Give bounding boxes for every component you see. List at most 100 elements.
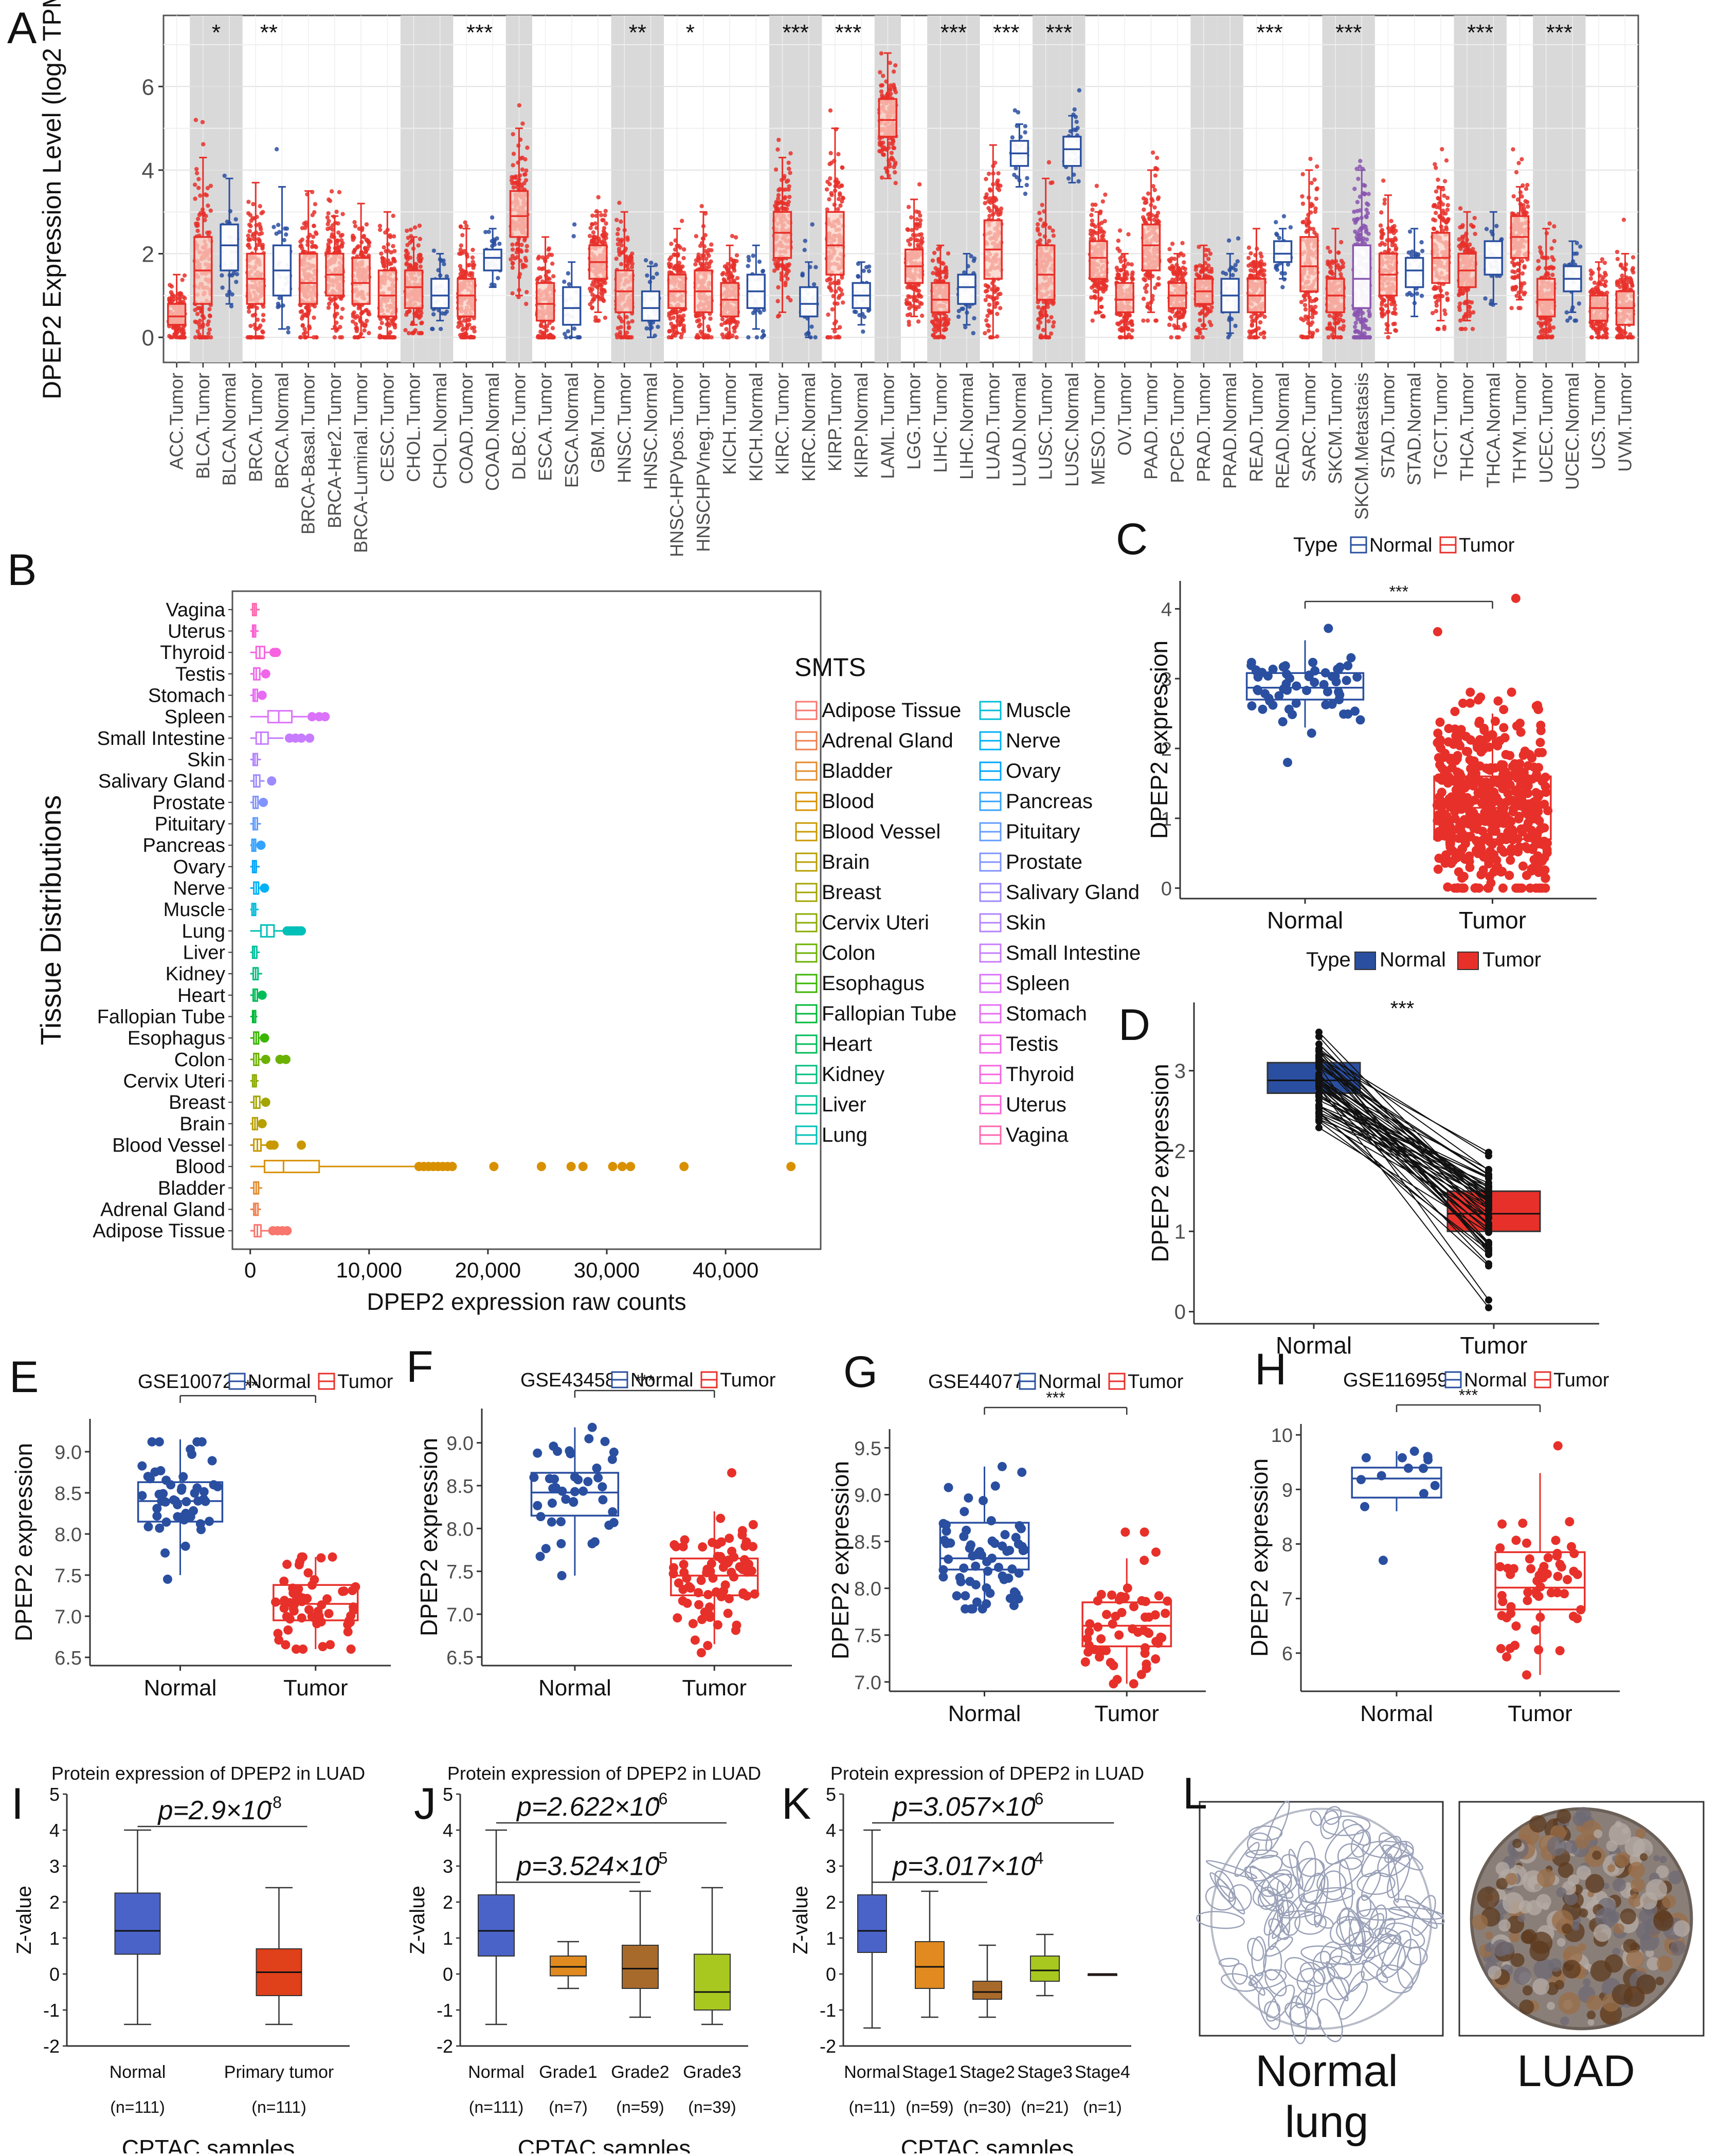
- data-point: [747, 258, 751, 262]
- data-point: [577, 335, 582, 339]
- data-point: [312, 316, 316, 320]
- data-point: [1182, 309, 1186, 313]
- data-point: [456, 324, 460, 328]
- data-point: [351, 233, 355, 237]
- data-point: [761, 329, 765, 333]
- data-point: [327, 197, 331, 202]
- data-point: [339, 234, 343, 238]
- data-point: [233, 217, 238, 221]
- data-point: [382, 245, 386, 249]
- significance-label: *: [686, 20, 695, 45]
- data-point: [392, 335, 396, 339]
- data-point: [994, 207, 999, 211]
- data-point: [841, 300, 845, 304]
- data-point: [881, 140, 885, 144]
- data-point: [1180, 241, 1184, 245]
- data-point: [704, 261, 709, 265]
- data-point: [167, 297, 171, 301]
- data-point: [1038, 217, 1042, 222]
- data-point: [313, 304, 317, 308]
- data-point: [207, 230, 211, 234]
- data-point: [220, 273, 224, 278]
- data-point: [1047, 160, 1051, 165]
- data-point: [441, 259, 445, 263]
- data-point: [1141, 318, 1145, 322]
- data-point: [893, 160, 897, 165]
- data-point: [603, 316, 607, 320]
- data-point: [746, 335, 750, 339]
- data-point: [867, 264, 871, 268]
- data-point: [250, 216, 255, 220]
- data-point: [286, 330, 290, 334]
- data-point: [1077, 88, 1081, 93]
- data-point: [1145, 275, 1149, 279]
- data-point: [588, 234, 592, 238]
- data-point: [538, 275, 542, 279]
- data-point: [220, 285, 224, 289]
- data-point: [327, 238, 331, 242]
- data-point: [698, 322, 702, 326]
- data-point: [1115, 266, 1119, 270]
- data-point: [327, 302, 331, 306]
- data-point: [600, 233, 604, 237]
- data-point: [274, 231, 278, 235]
- data-point: [392, 234, 396, 239]
- data-point: [257, 232, 261, 236]
- data-point: [960, 307, 964, 311]
- data-point: [196, 217, 200, 221]
- data-point: [651, 276, 655, 280]
- data-point: [904, 301, 909, 305]
- data-point: [337, 249, 341, 253]
- data-point: [469, 335, 474, 339]
- data-point: [1025, 183, 1029, 187]
- box: [405, 270, 423, 308]
- data-point: [512, 175, 516, 179]
- data-point: [614, 257, 618, 261]
- data-point: [997, 293, 1001, 297]
- data-point: [445, 309, 449, 314]
- data-point: [183, 273, 187, 278]
- data-point: [836, 281, 840, 285]
- data-point: [277, 304, 281, 308]
- data-point: [987, 308, 991, 313]
- data-point: [918, 218, 922, 222]
- data-point: [540, 331, 545, 335]
- data-point: [776, 314, 780, 318]
- data-point: [667, 335, 671, 339]
- data-point: [619, 220, 623, 224]
- data-point: [669, 242, 673, 246]
- data-point: [1047, 226, 1052, 230]
- data-point: [539, 324, 543, 328]
- data-point: [511, 163, 515, 167]
- data-point: [209, 209, 213, 213]
- x-tick-label: LIHC.Normal: [956, 373, 977, 480]
- data-point: [667, 314, 671, 318]
- significance-label: **: [629, 20, 646, 45]
- data-point: [511, 247, 515, 251]
- data-point: [917, 289, 921, 293]
- data-point: [458, 320, 462, 324]
- data-point: [1130, 270, 1134, 275]
- data-point: [1153, 173, 1157, 177]
- data-point: [201, 120, 205, 124]
- data-point: [761, 269, 765, 273]
- data-point: [231, 271, 236, 276]
- x-tick-label: BLCA.Normal: [219, 373, 240, 486]
- data-point: [1075, 120, 1079, 124]
- data-point: [460, 327, 464, 332]
- data-point: [785, 179, 789, 184]
- data-point: [828, 277, 833, 281]
- data-point: [616, 237, 620, 242]
- data-point: [967, 304, 971, 308]
- y-axis-label: DPEP2 Expression Level (log2 TPM): [38, 0, 66, 399]
- data-point: [604, 209, 608, 213]
- data-point: [510, 243, 514, 247]
- significance-label: ***: [1046, 20, 1072, 45]
- data-point: [588, 226, 592, 230]
- data-point: [512, 152, 516, 156]
- data-point: [600, 218, 604, 222]
- data-point: [354, 326, 358, 330]
- data-point: [919, 232, 924, 236]
- data-point: [590, 305, 594, 309]
- data-point: [406, 235, 410, 240]
